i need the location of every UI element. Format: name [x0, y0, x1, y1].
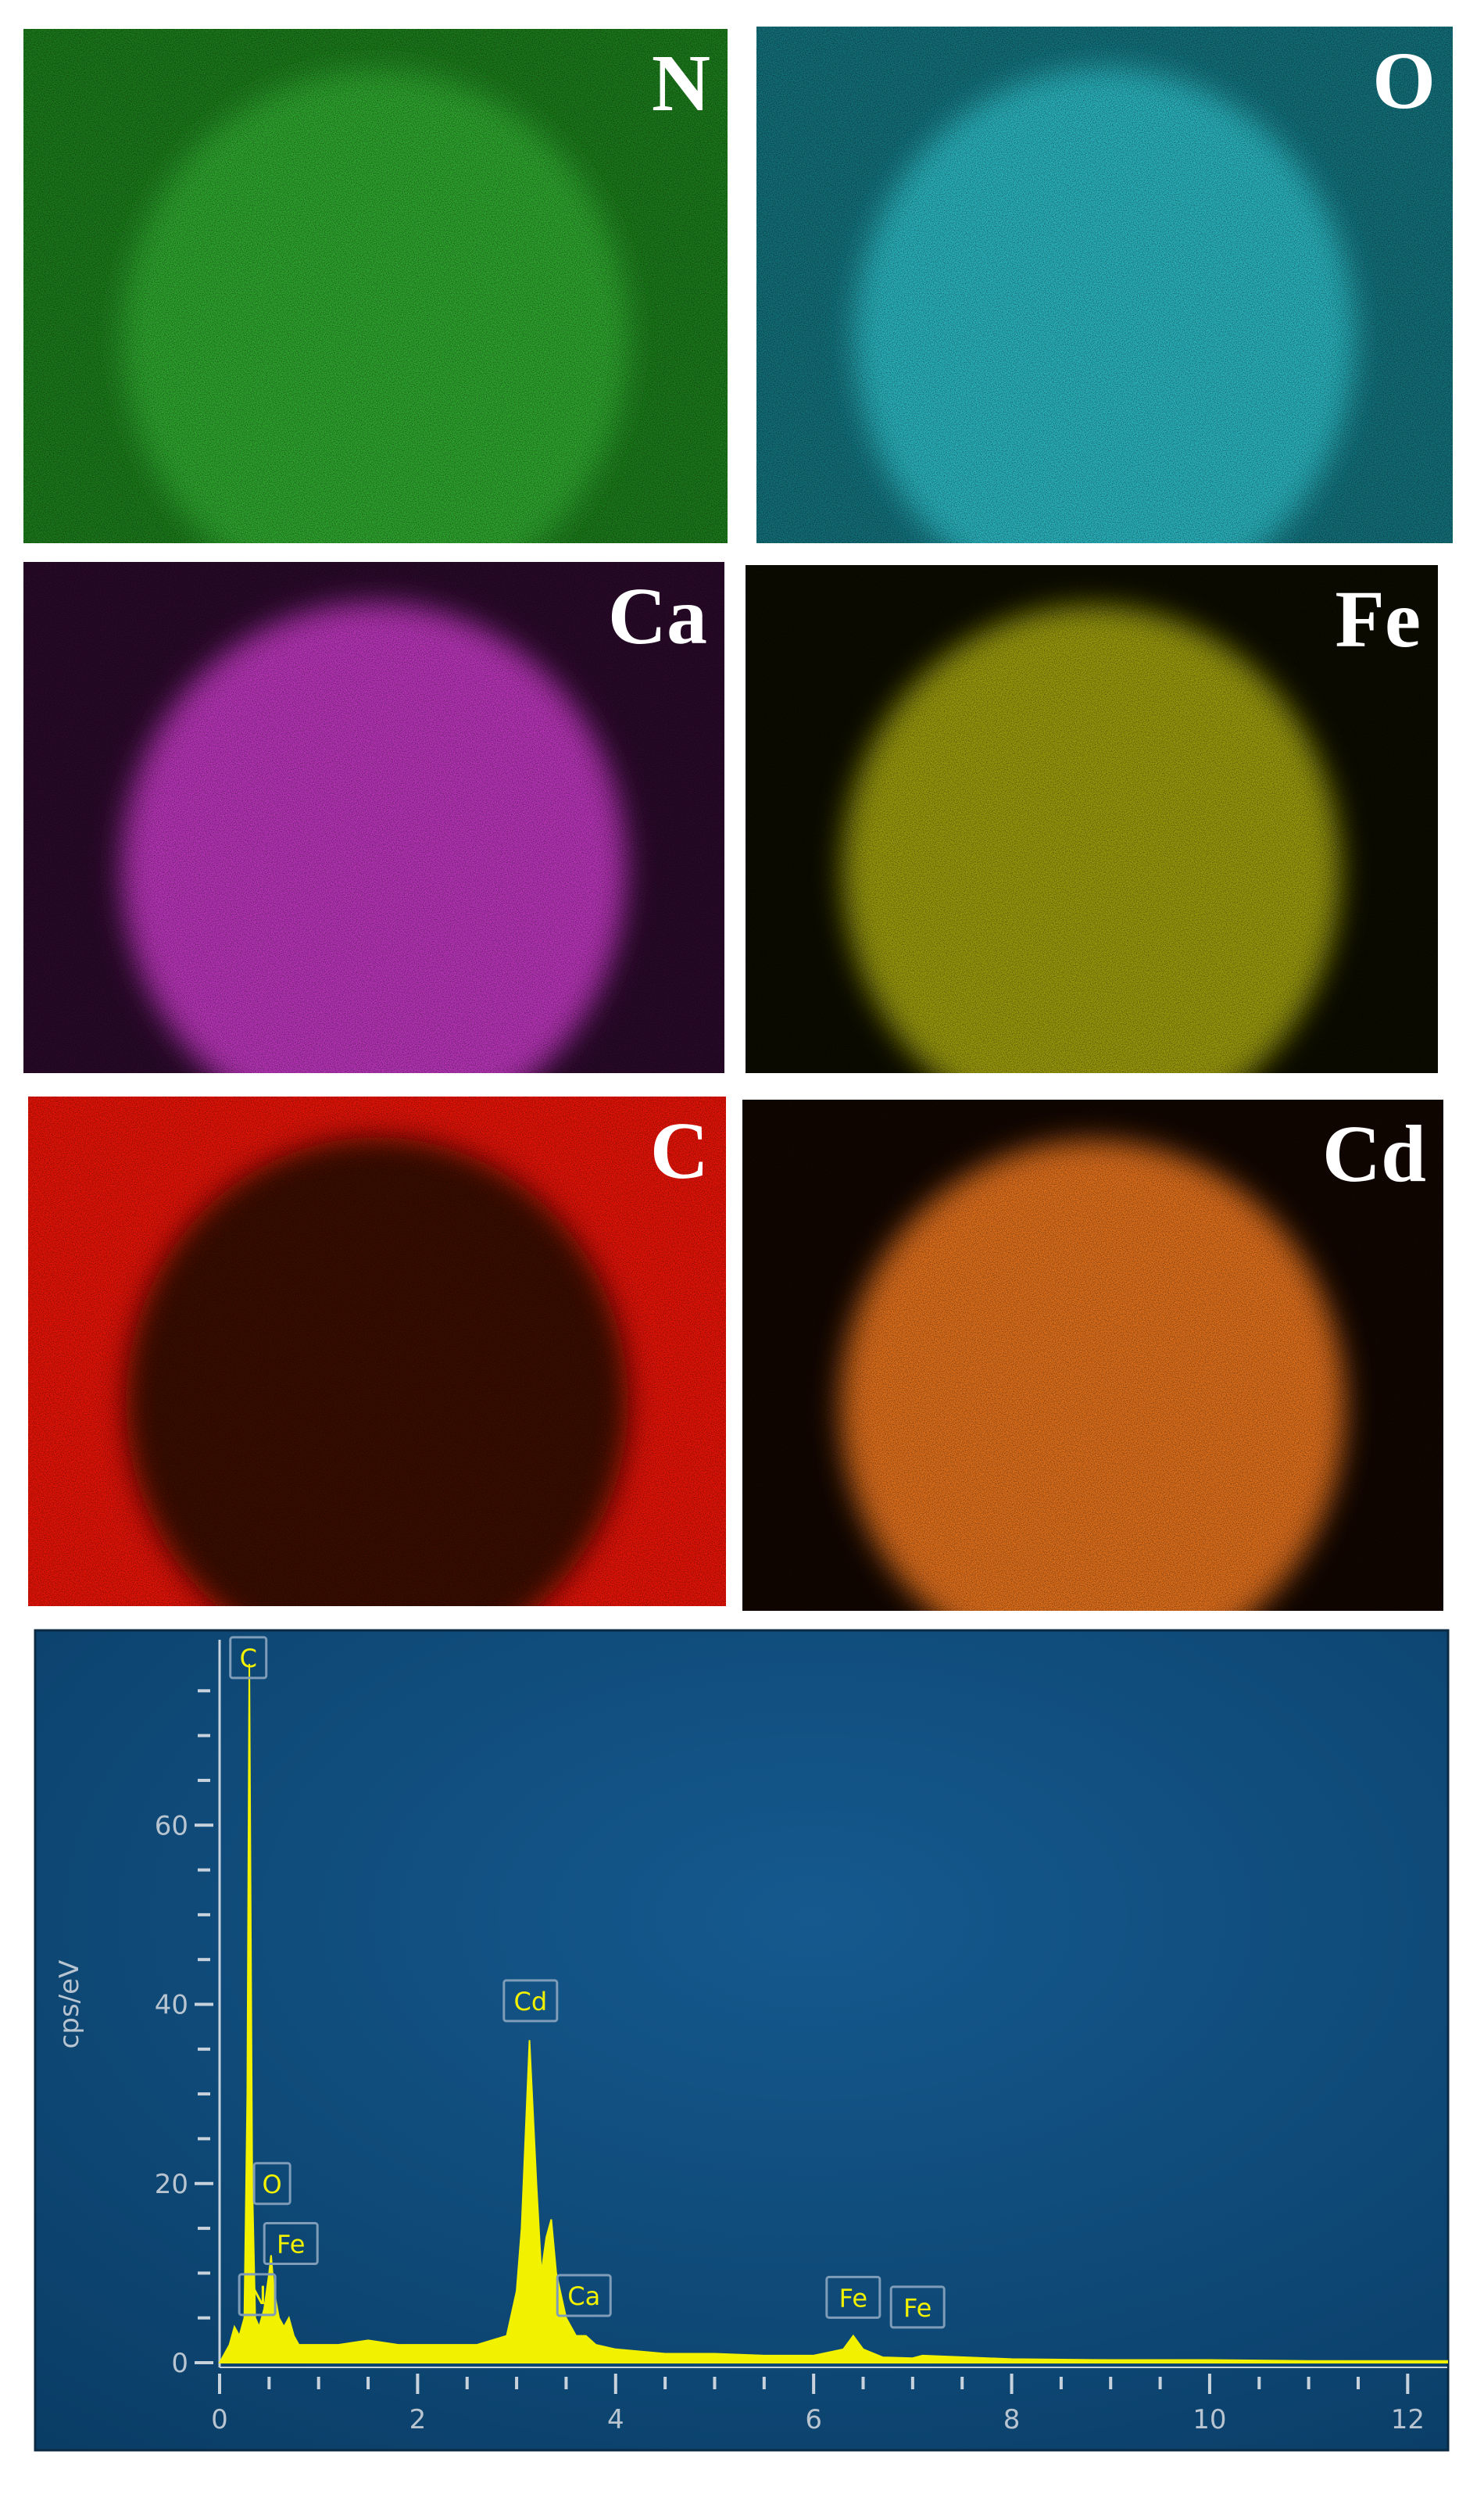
- element-map: C: [28, 1097, 726, 1606]
- element-label: C: [650, 1106, 709, 1196]
- map-noise: [23, 29, 728, 543]
- map-body: [756, 27, 1453, 543]
- y-tick-label: 60: [155, 1810, 188, 1841]
- peak-label-box: [252, 2162, 291, 2206]
- peak-label: N: [248, 2281, 266, 2310]
- peak-label-box: [263, 2222, 319, 2266]
- peak-label-box: [502, 1979, 559, 2023]
- map-body: [746, 565, 1438, 1073]
- element-map: Fe: [746, 565, 1438, 1073]
- peak-label: Ca: [567, 2281, 600, 2311]
- map-noise: [756, 27, 1453, 543]
- element-label: Cd: [1322, 1109, 1426, 1199]
- map-body: [28, 1097, 726, 1606]
- element-label: Fe: [1335, 574, 1421, 664]
- map-noise: [742, 1100, 1443, 1611]
- y-tick-label: 20: [155, 2169, 188, 2200]
- element-label: N: [652, 38, 710, 128]
- peak-label-box: [556, 2274, 612, 2317]
- peak-label: O: [263, 2170, 282, 2199]
- element-map: N: [23, 29, 728, 543]
- element-label: Ca: [608, 571, 707, 661]
- map-noise: [28, 1097, 726, 1606]
- map-body: [23, 562, 724, 1073]
- peak-label: C: [240, 1644, 257, 1673]
- element-map: Ca: [23, 562, 724, 1073]
- y-axis-label: cps/eV: [54, 1960, 85, 2049]
- map-body: [23, 29, 728, 543]
- y-tick-label: 0: [171, 2348, 188, 2379]
- x-tick-label: 10: [1193, 2404, 1226, 2435]
- x-tick-label: 2: [409, 2404, 427, 2435]
- element-label: O: [1372, 36, 1436, 126]
- peak-label-box: [825, 2275, 881, 2319]
- map-noise: [23, 562, 724, 1073]
- x-tick-label: 6: [805, 2404, 822, 2435]
- peak-label-box: [238, 2273, 277, 2317]
- x-tick-label: 4: [607, 2404, 624, 2435]
- map-body: [742, 1100, 1443, 1611]
- peak-label-box: [889, 2285, 946, 2329]
- spectrum-area: [218, 1663, 1448, 2363]
- peak-label: Fe: [277, 2230, 305, 2260]
- x-tick-label: 12: [1391, 2404, 1425, 2435]
- map-noise: [746, 565, 1438, 1073]
- peak-label: Fe: [839, 2283, 867, 2313]
- peak-label: Fe: [903, 2293, 932, 2323]
- x-tick-label: 0: [211, 2404, 228, 2435]
- y-tick-label: 40: [155, 1990, 188, 2021]
- x-tick-label: 8: [1003, 2404, 1021, 2435]
- element-map: Cd: [742, 1100, 1443, 1611]
- element-map: O: [756, 27, 1453, 543]
- peak-label: Cd: [513, 1987, 547, 2016]
- peak-label-box: [229, 1636, 268, 1680]
